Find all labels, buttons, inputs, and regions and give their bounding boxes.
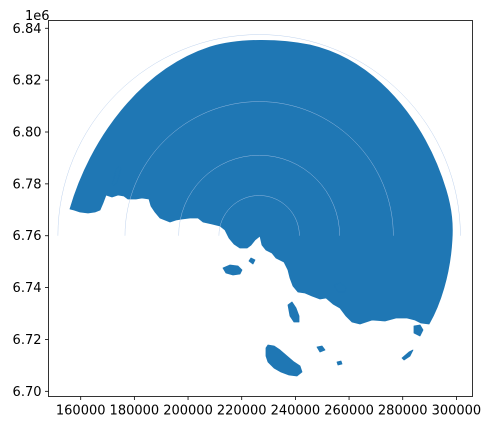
buffer-ring <box>178 154 340 236</box>
x-tick-label: 160000 <box>56 404 106 419</box>
map-regions <box>69 39 453 377</box>
island-4 <box>333 282 347 293</box>
x-tick-label: 260000 <box>324 404 374 419</box>
buffer-ring <box>124 101 394 236</box>
y-tick-label: 6.82 <box>13 74 42 89</box>
buffer-region <box>69 39 453 325</box>
x-tick-label: 180000 <box>110 404 160 419</box>
inlet-strip <box>111 165 122 187</box>
x-tick-label: 280000 <box>378 404 428 419</box>
y-tick-label: 6.78 <box>13 177 42 192</box>
island-3 <box>287 301 300 323</box>
y-tick-label: 6.84 <box>13 22 42 37</box>
y-tick-label: 6.74 <box>13 281 42 296</box>
x-tick-label: 220000 <box>217 404 267 419</box>
island-6 <box>401 349 414 361</box>
island-1 <box>222 264 243 276</box>
y-tick-label: 6.70 <box>13 385 42 400</box>
y-axis: 6.70 6.72 6.74 6.76 6.78 6.80 6.82 6.84 <box>13 22 49 400</box>
x-tick-label: 240000 <box>271 404 321 419</box>
island-7 <box>316 345 326 353</box>
y-tick-label: 6.80 <box>13 126 42 141</box>
x-tick-label: 200000 <box>163 404 213 419</box>
y-offset-label: 1e6 <box>25 9 50 24</box>
y-tick-label: 6.76 <box>13 229 42 244</box>
island-5 <box>413 324 424 337</box>
buffer-ring <box>57 34 461 236</box>
island-9 <box>248 257 256 265</box>
x-tick-label: 300000 <box>432 404 482 419</box>
island-8 <box>336 360 343 366</box>
y-tick-label: 6.72 <box>13 333 42 348</box>
axes-frame <box>48 20 473 397</box>
x-axis: 160000 180000 200000 220000 240000 260000 2800… <box>56 396 482 419</box>
island-2 <box>265 344 303 377</box>
